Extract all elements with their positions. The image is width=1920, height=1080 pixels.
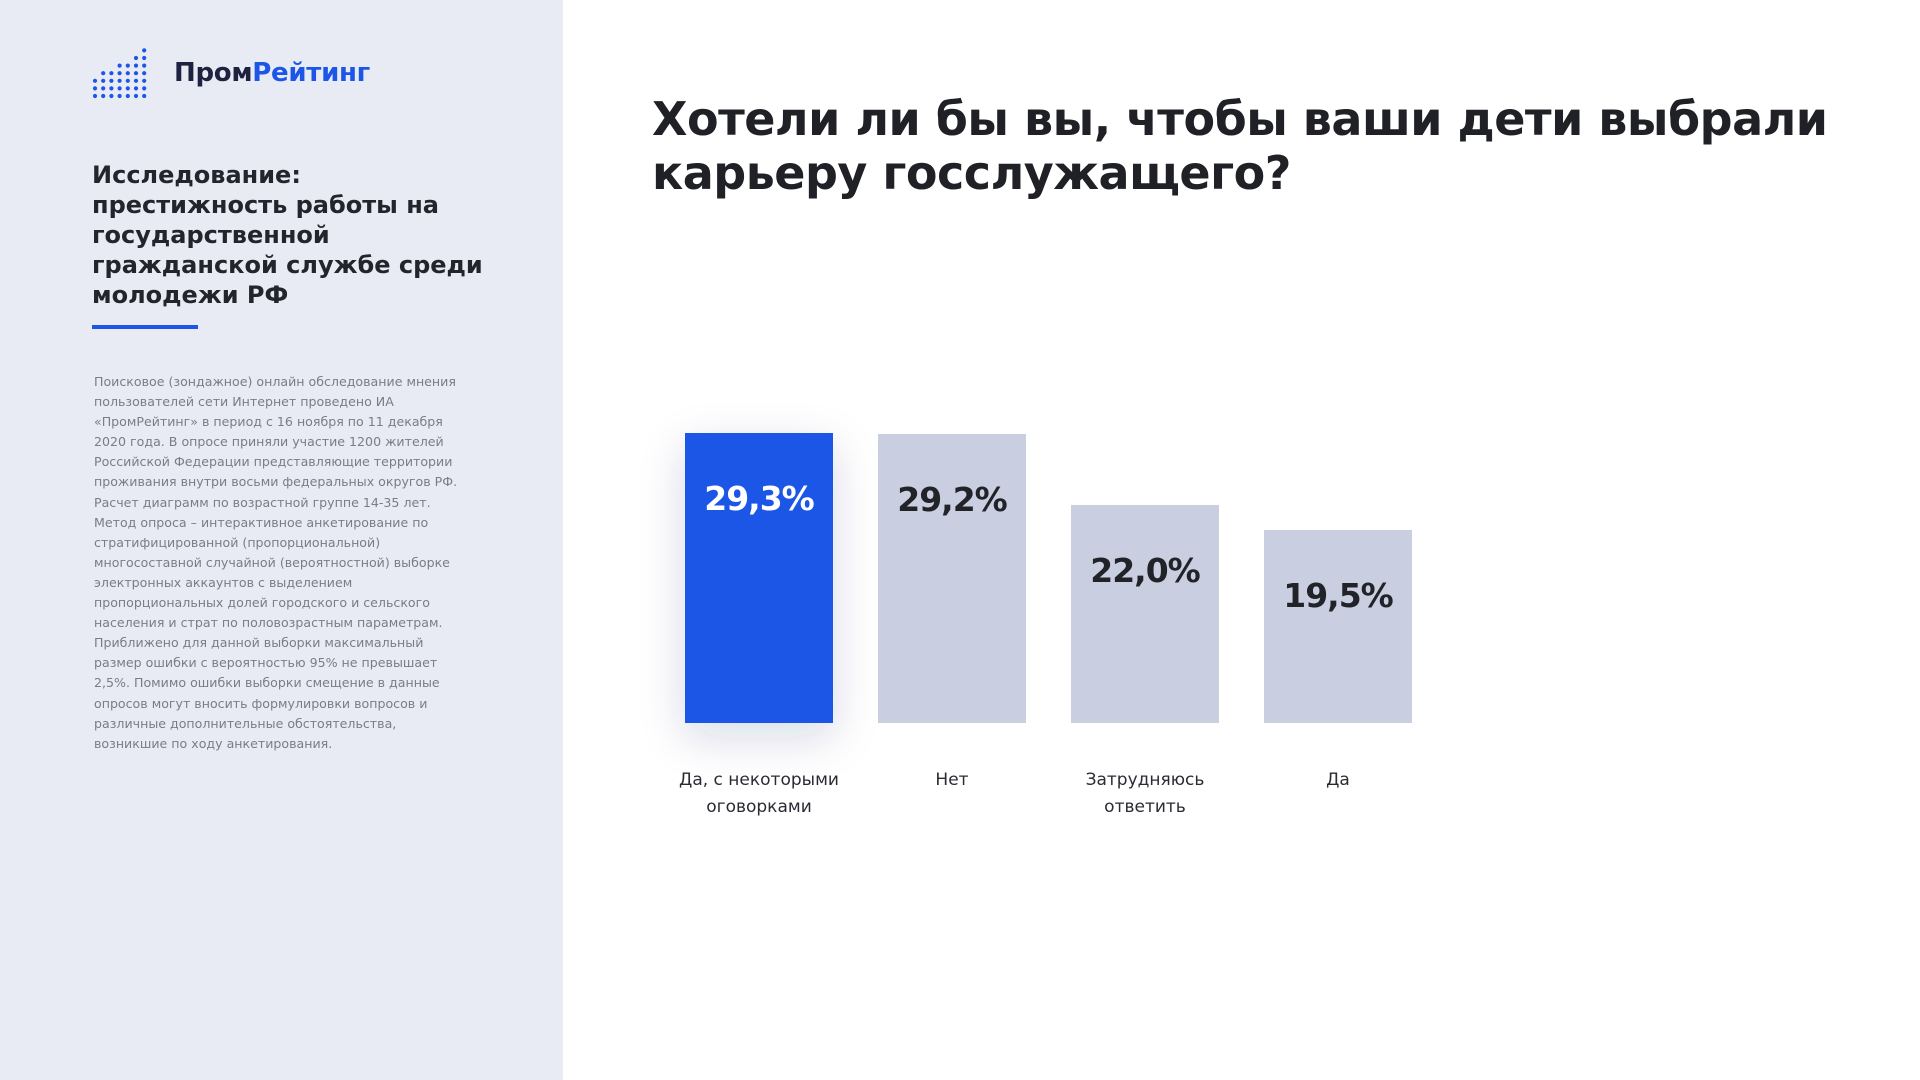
logo-dot — [133, 78, 139, 83]
category-label-line: Нет — [935, 770, 968, 790]
bar-value-label: 29,2% — [897, 480, 1007, 519]
category-label-line: Да — [1326, 770, 1350, 790]
logo-dot — [101, 93, 106, 99]
category-label-line: Затрудняюсь — [1086, 770, 1205, 790]
logo-dot — [117, 63, 122, 68]
bar-value-label: 29,3% — [704, 479, 814, 518]
logo-dot — [117, 78, 122, 83]
category-label: Затрудняюсь ответить — [1086, 770, 1205, 817]
logo-dot — [142, 71, 147, 76]
logo-dot — [133, 86, 139, 91]
logo-dot — [125, 93, 130, 99]
logo-dot — [117, 86, 122, 91]
sidebar-panel: ПромРейтинг Исследование: престижность р… — [0, 0, 563, 1080]
logo-dot — [142, 55, 147, 61]
logo-dot — [117, 71, 122, 76]
chart-title: Хотели ли бы вы, чтобы ваши дети выбрали… — [652, 92, 1828, 200]
bar-group: 29,3% Да, с некоторыми оговорками — [679, 433, 839, 817]
logo-dot — [133, 55, 139, 61]
category-label-line: Да, с некоторыми — [679, 770, 839, 790]
logo-dot — [125, 63, 130, 68]
category-label: Да — [1326, 770, 1350, 790]
logo-dot — [142, 63, 147, 68]
logo-dot — [101, 71, 106, 76]
bar-value-label: 19,5% — [1283, 576, 1393, 615]
logo-dot — [101, 86, 106, 91]
bar-value-label: 22,0% — [1090, 551, 1200, 590]
brand-name: ПромРейтинг — [174, 60, 370, 86]
bar-group: 19,5% Да — [1264, 530, 1412, 790]
logo-dot — [109, 78, 114, 83]
bar-highlighted — [685, 433, 833, 723]
logo-dot — [142, 86, 147, 91]
logo-dot — [117, 93, 122, 99]
logo-dot — [92, 78, 98, 83]
bar — [1071, 505, 1219, 723]
logo-dot — [125, 71, 130, 76]
bar — [878, 434, 1026, 723]
brand-name-part1: Пром — [174, 58, 253, 88]
logo-dot — [142, 48, 147, 53]
logo-dot — [133, 71, 139, 76]
logo-dot — [125, 86, 130, 91]
logo-dot — [109, 86, 114, 91]
logo-dot — [142, 78, 147, 83]
brand-logo[interactable]: ПромРейтинг — [92, 46, 370, 100]
category-label-line: ответить — [1104, 797, 1186, 817]
methodology-text: Поисковое (зондажное) онлайн обследовани… — [94, 374, 458, 751]
logo-dot — [92, 93, 98, 99]
category-label: Нет — [935, 770, 968, 790]
logo-dot — [109, 71, 114, 76]
logo-dot — [133, 63, 139, 68]
bar-group: 22,0% Затрудняюсь ответить — [1071, 505, 1219, 817]
logo-dot — [133, 93, 139, 99]
bar — [1264, 530, 1412, 723]
logo-dot — [109, 93, 114, 99]
brand-name-part2: Рейтинг — [252, 58, 370, 88]
logo-dot — [142, 93, 147, 99]
category-label-line: оговорками — [706, 797, 812, 817]
logo-dot — [92, 86, 98, 91]
study-title: Исследование: престижность работы на гос… — [92, 161, 483, 309]
title-underline — [92, 325, 198, 329]
logo-dot — [125, 78, 130, 83]
logo-dot — [101, 78, 106, 83]
bar-dots-icon — [92, 48, 147, 99]
bar-group: 29,2% Нет — [878, 434, 1026, 790]
category-label: Да, с некоторыми оговорками — [679, 770, 839, 817]
